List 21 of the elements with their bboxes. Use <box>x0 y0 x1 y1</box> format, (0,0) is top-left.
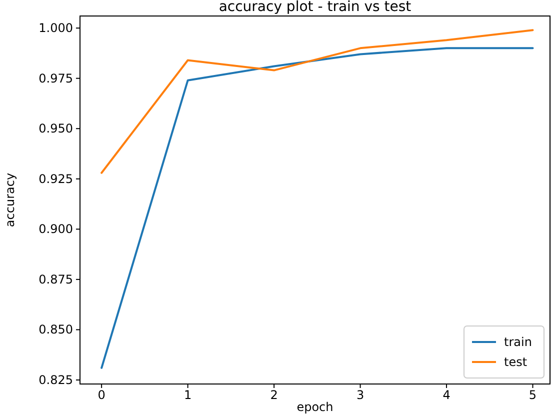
y-tick-label: 0.825 <box>38 372 73 387</box>
y-tick-label: 0.875 <box>38 272 73 286</box>
y-tick-label: 0.900 <box>38 222 73 236</box>
y-tick-label: 1.000 <box>38 21 73 36</box>
x-tick-label: 4 <box>442 388 450 402</box>
y-tick-label: 0.925 <box>38 172 73 186</box>
x-axis-title: epoch <box>296 400 334 414</box>
x-tick-label: 5 <box>528 388 537 402</box>
y-tick-label: 0.950 <box>38 122 73 136</box>
x-tick-label: 2 <box>270 388 278 402</box>
legend-label: test <box>504 355 528 369</box>
x-tick-label: 1 <box>184 388 192 402</box>
legend-label: train <box>504 335 532 349</box>
y-tick-label: 0.975 <box>38 71 73 86</box>
x-tick-label: 0 <box>98 388 106 402</box>
line-series <box>100 47 534 369</box>
line-series <box>100 29 534 174</box>
y-tick-label: 0.850 <box>38 322 73 337</box>
chart-title: accuracy plot - train vs test <box>218 0 412 15</box>
x-tick-label: 3 <box>356 388 364 402</box>
y-axis-title: accuracy <box>3 172 17 228</box>
